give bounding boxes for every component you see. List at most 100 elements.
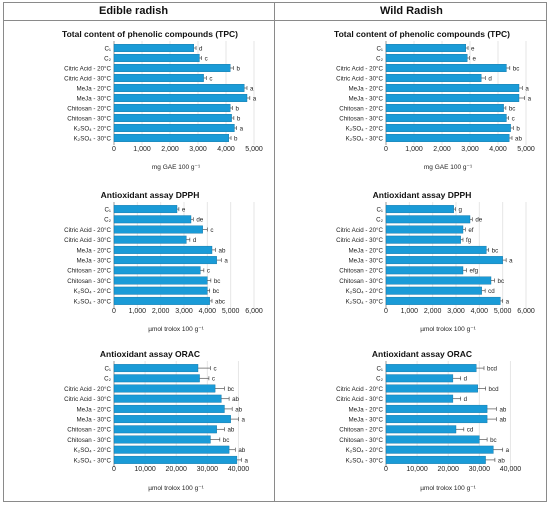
- category-label: Citric Acid - 30°C: [64, 75, 111, 82]
- category-label: C₁: [104, 366, 111, 373]
- significance-letter: b: [516, 125, 520, 132]
- category-label: K₂SO₄ - 20°C: [74, 288, 112, 295]
- significance-letter: a: [241, 417, 245, 424]
- bar: [385, 256, 503, 265]
- category-label: K₂SO₄ - 30°C: [346, 457, 384, 464]
- x-tick-label: 10,000: [406, 466, 428, 473]
- bar: [113, 276, 208, 285]
- bar: [385, 124, 511, 132]
- chart-title: Total content of phenolic compounds (TPC…: [62, 29, 238, 39]
- category-label: C₁: [376, 366, 383, 373]
- x-tick-label: 5,000: [222, 308, 240, 315]
- bar: [385, 215, 471, 224]
- x-axis-label: µmol trolox 100 g⁻¹: [148, 326, 204, 333]
- category-label: Chitosan - 30°C: [67, 437, 111, 444]
- significance-letter: ef: [468, 227, 473, 234]
- x-tick-label: 20,000: [438, 466, 460, 473]
- significance-letter: ab: [499, 406, 506, 413]
- bar: [113, 205, 178, 214]
- category-label: Chitosan - 30°C: [339, 115, 383, 122]
- category-label: Citric Acid - 30°C: [336, 237, 383, 244]
- header-divider: [4, 20, 546, 21]
- significance-letter: a: [250, 85, 254, 92]
- category-label: MeJa - 20°C: [349, 247, 384, 254]
- significance-letter: cd: [488, 288, 495, 295]
- chart-title: Antioxidant assay ORAC: [100, 349, 200, 359]
- bar: [385, 74, 482, 82]
- x-axis-label: mg GAE 100 g⁻¹: [152, 164, 201, 171]
- category-label: Chitosan - 20°C: [67, 268, 111, 275]
- category-label: Citric Acid - 30°C: [64, 237, 111, 244]
- category-label: K₂SO₄ - 30°C: [74, 298, 112, 305]
- significance-letter: ab: [219, 247, 226, 254]
- significance-letter: a: [253, 95, 257, 102]
- category-label: C₂: [104, 217, 111, 224]
- x-tick-label: 2,000: [433, 146, 451, 153]
- bar: [385, 364, 477, 373]
- significance-letter: c: [512, 115, 515, 122]
- x-tick-label: 5,000: [517, 146, 535, 153]
- significance-letter: c: [210, 227, 213, 234]
- significance-letter: bc: [509, 105, 516, 112]
- significance-letter: c: [209, 75, 212, 82]
- significance-letter: c: [207, 268, 210, 275]
- x-tick-label: 5,000: [245, 146, 263, 153]
- x-axis-label: µmol trolox 100 g⁻¹: [148, 485, 204, 492]
- x-tick-label: 5,000: [494, 308, 512, 315]
- significance-letter: c: [205, 55, 208, 62]
- category-label: Chitosan - 20°C: [67, 427, 111, 434]
- significance-letter: bc: [227, 386, 234, 393]
- significance-letter: e: [182, 207, 186, 214]
- category-label: K₂SO₄ - 20°C: [74, 125, 112, 132]
- category-label: C₁: [104, 207, 111, 214]
- category-label: K₂SO₄ - 20°C: [346, 288, 384, 295]
- category-label: K₂SO₄ - 20°C: [346, 125, 384, 132]
- x-tick-label: 0: [384, 308, 388, 315]
- bar: [385, 134, 510, 142]
- significance-letter: abc: [215, 298, 225, 305]
- significance-letter: d: [464, 396, 468, 403]
- x-tick-label: 1,000: [401, 308, 419, 315]
- category-label: K₂SO₄ - 30°C: [74, 135, 112, 142]
- bar: [385, 64, 507, 72]
- x-tick-label: 2,000: [424, 308, 442, 315]
- significance-letter: b: [234, 135, 238, 142]
- chart-title: Total content of phenolic compounds (TPC…: [334, 29, 510, 39]
- significance-letter: d: [193, 237, 197, 244]
- bar: [113, 245, 213, 254]
- bar: [385, 225, 464, 234]
- significance-letter: d: [464, 376, 468, 383]
- bar: [385, 205, 454, 214]
- category-label: Citric Acid - 30°C: [336, 396, 383, 403]
- x-tick-label: 1,000: [405, 146, 423, 153]
- category-label: Chitosan - 30°C: [339, 278, 383, 285]
- bar: [113, 104, 231, 112]
- bar: [113, 435, 211, 444]
- column-title-wild: Wild Radish: [380, 5, 443, 17]
- category-label: MeJa - 30°C: [77, 95, 112, 102]
- bar: [113, 425, 217, 434]
- chart-title: Antioxidant assay ORAC: [372, 349, 472, 359]
- bar: [113, 124, 235, 132]
- bar: [385, 394, 454, 403]
- significance-letter: ab: [515, 135, 522, 142]
- category-label: Citric Acid - 30°C: [64, 396, 111, 403]
- category-label: C₁: [376, 207, 383, 214]
- significance-letter: c: [212, 376, 215, 383]
- x-tick-label: 10,000: [134, 466, 156, 473]
- bar: [113, 44, 195, 52]
- x-tick-label: 0: [384, 466, 388, 473]
- x-tick-label: 0: [112, 308, 116, 315]
- category-label: MeJa - 20°C: [77, 247, 112, 254]
- significance-letter: a: [525, 85, 529, 92]
- significance-letter: b: [237, 65, 241, 72]
- x-tick-label: 3,000: [461, 146, 479, 153]
- chart-title: Antioxidant assay DPPH: [373, 190, 472, 200]
- bar: [113, 84, 245, 92]
- column-title-edible: Edible radish: [99, 5, 169, 17]
- x-axis-label: mg GAE 100 g⁻¹: [424, 164, 473, 171]
- category-label: C₂: [376, 55, 383, 62]
- category-label: C₂: [104, 55, 111, 62]
- significance-letter: fg: [466, 237, 472, 244]
